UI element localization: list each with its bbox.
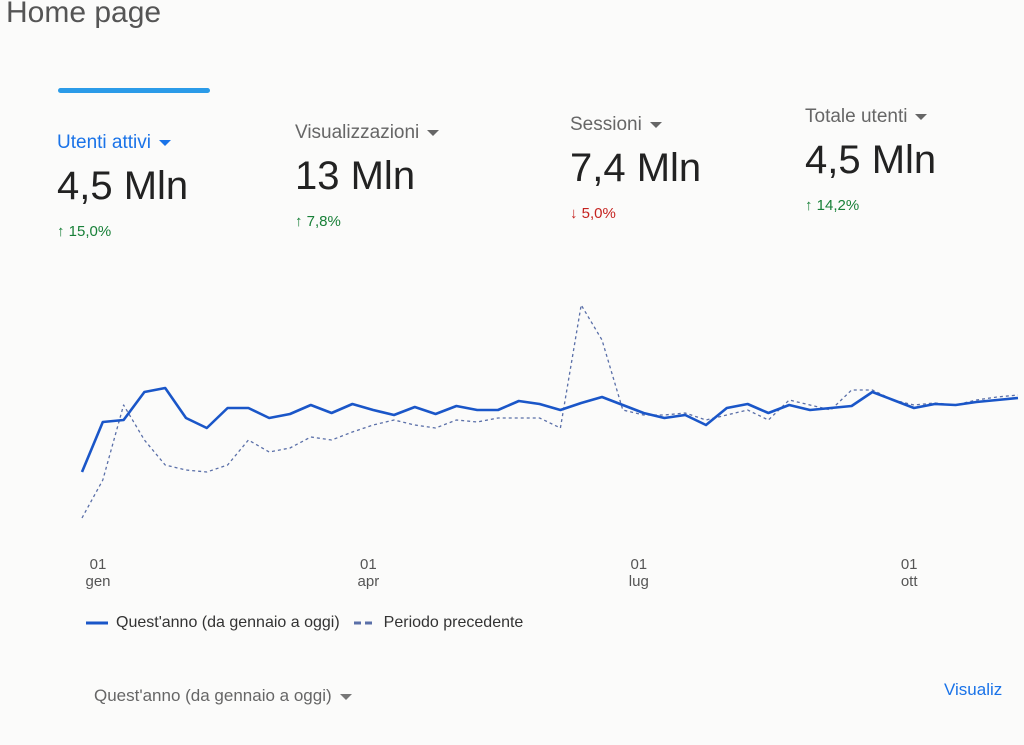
metric-value: 7,4 Mln [570,146,702,190]
metric-value: 13 Mln [295,154,416,198]
change-value: 14,2% [816,197,860,214]
period-label[interactable]: Quest'anno (da gennaio a oggi) [94,686,332,705]
period-selector[interactable]: Quest'anno (da gennaio a oggi) [94,686,352,706]
dropdown-caret[interactable] [915,113,928,120]
change-value: 15,0% [68,223,112,240]
metric-label-text[interactable]: Sessioni [570,114,642,135]
legend-label: Quest'anno (da gennaio a oggi) [116,614,340,631]
metric-change: ↓ 5,0% [570,205,790,222]
legend-item: Quest'anno (da gennaio a oggi) [86,614,340,632]
metric-label-text[interactable]: Utenti attivi [57,132,151,153]
series-line [80,386,1019,473]
chart [80,304,1019,519]
dropdown-caret[interactable] [158,139,171,146]
legend: Quest'anno (da gennaio a oggi) Periodo pr… [86,614,523,632]
dropdown-caret[interactable] [427,129,440,136]
legend-label: Periodo precedente [383,614,524,631]
x-tick-label: 01 lug [628,556,649,590]
metric-label[interactable]: Totale utenti [805,106,1024,128]
trend-arrow: ↑ [805,197,817,214]
view-link[interactable]: Visualiz [944,680,1003,699]
series-line [81,304,1019,519]
metric-card[interactable]: Sessioni 7,4 Mln ↓ 5,0% [570,114,790,222]
trend-arrow: ↓ [570,205,582,222]
metric-label-text[interactable]: Totale utenti [805,106,908,127]
metric-change: ↑ 15,0% [57,223,277,240]
metric-label-text[interactable]: Visualizzazioni [295,122,420,143]
legend-swatch [86,621,108,625]
metric-card[interactable]: Totale utenti 4,5 Mln ↑ 14,2% [805,106,1024,214]
x-tick-label: 01 ott [900,556,918,590]
metric-value: 4,5 Mln [57,164,189,208]
metric-label[interactable]: Utenti attivi [57,132,277,154]
page-title: Home page [6,0,162,29]
metric-change: ↑ 14,2% [805,197,1024,214]
legend-swatch [353,621,376,625]
x-tick-label: 01 apr [357,556,380,590]
x-tick-label: 01 gen [85,556,111,590]
metric-label[interactable]: Visualizzazioni [295,122,515,144]
tab-indicator [58,88,210,93]
metric-change: ↑ 7,8% [295,213,515,230]
metric-card[interactable]: Visualizzazioni 13 Mln ↑ 7,8% [295,122,515,230]
change-value: 5,0% [581,205,616,222]
legend-item: Periodo precedente [353,614,524,632]
change-value: 7,8% [306,213,341,230]
trend-arrow: ↑ [57,223,69,240]
metric-label[interactable]: Sessioni [570,114,790,136]
dropdown-caret[interactable] [649,121,662,128]
metric-value: 4,5 Mln [805,138,937,182]
trend-arrow: ↑ [295,213,307,230]
metric-card[interactable]: Utenti attivi 4,5 Mln ↑ 15,0% [57,132,277,240]
